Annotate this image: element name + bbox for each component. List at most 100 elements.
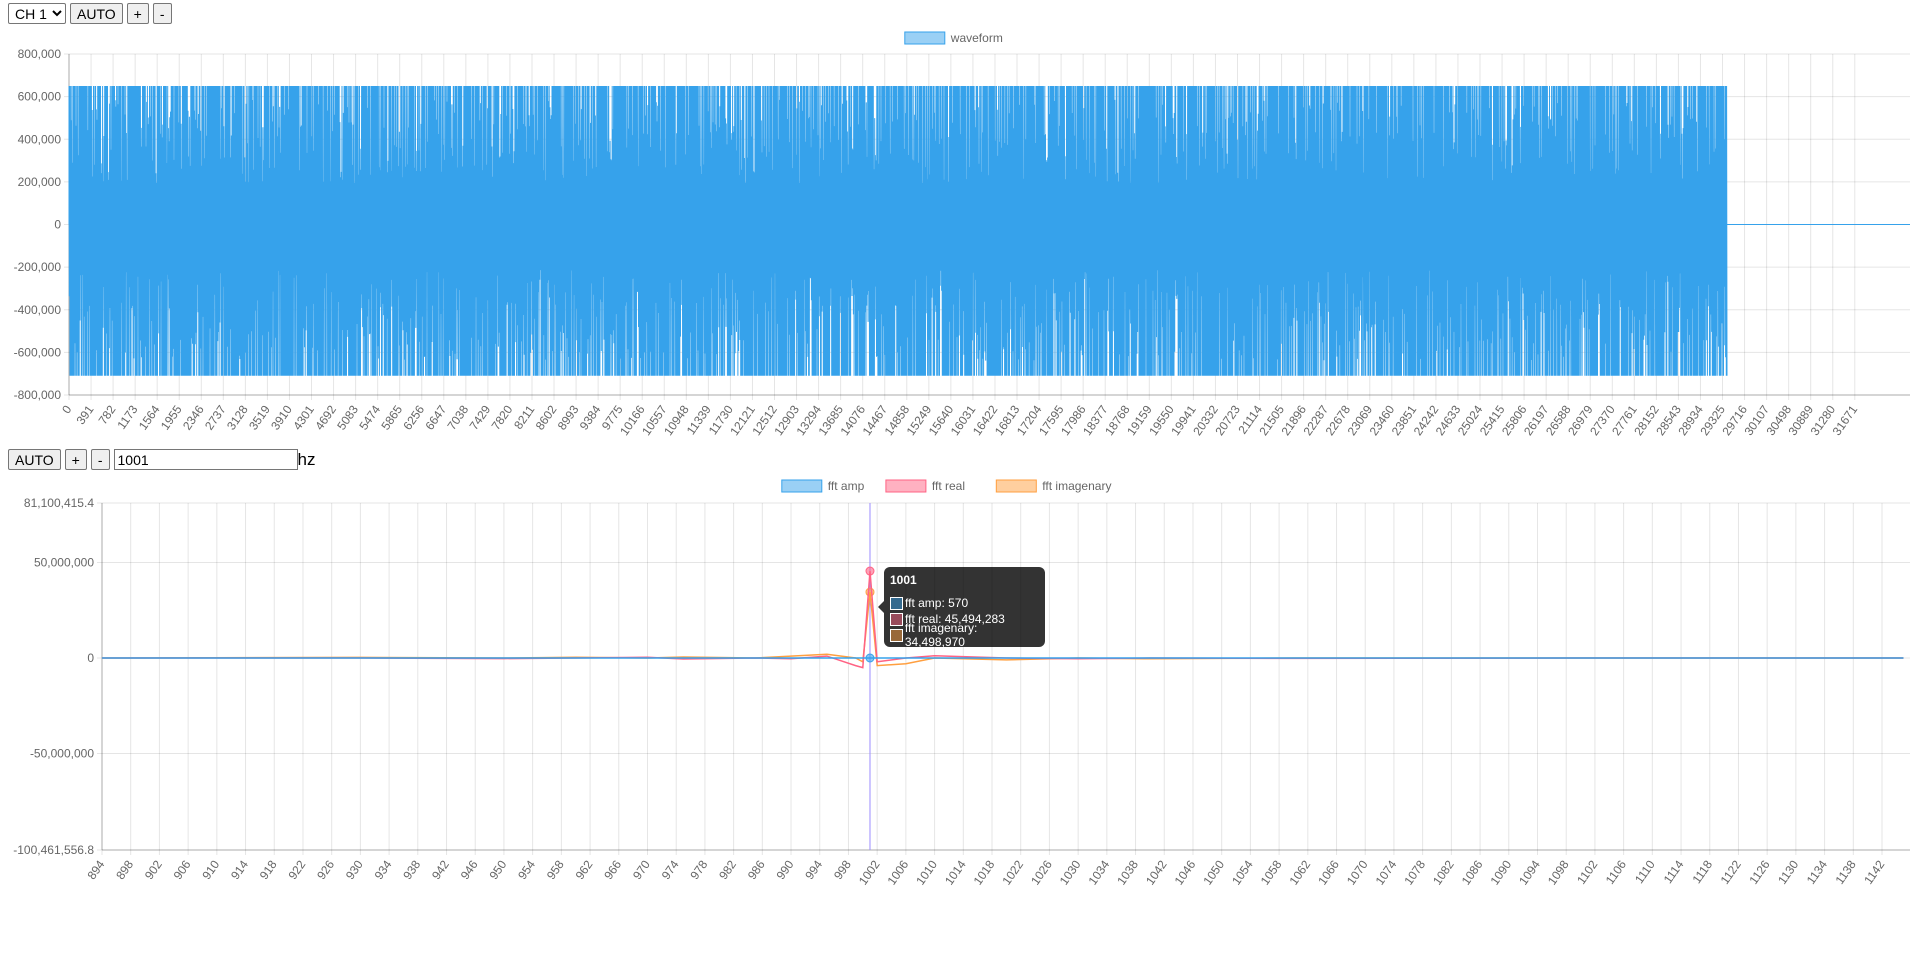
x-tick-label: 1030	[1057, 857, 1084, 887]
tooltip-caret	[878, 601, 884, 613]
auto-button[interactable]: AUTO	[70, 3, 123, 24]
y-tick-label: -800,000	[14, 388, 62, 402]
legend-swatch	[904, 31, 946, 45]
y-tick-label: 200,000	[18, 175, 62, 189]
x-tick-label: 954	[515, 857, 538, 882]
x-tick-label: 1018	[971, 857, 998, 887]
y-tick-label: -200,000	[14, 260, 62, 274]
x-tick-label: 7820	[489, 402, 516, 432]
frequency-input[interactable]	[113, 449, 298, 470]
x-tick-label: 1066	[1315, 857, 1342, 887]
y-tick-label: -100,461,556.8	[13, 843, 94, 857]
x-tick-label: 31671	[1830, 402, 1861, 438]
x-tick-label: 1126	[1746, 857, 1772, 886]
x-tick-label: 998	[831, 857, 854, 882]
fft-auto-button[interactable]: AUTO	[8, 449, 61, 470]
x-tick-label: 898	[113, 857, 136, 882]
y-tick-label: 600,000	[18, 90, 62, 104]
x-tick-label: 1002	[856, 857, 883, 887]
x-tick-label: 958	[544, 857, 567, 882]
fft-zoom-in-button[interactable]: +	[64, 449, 87, 470]
x-tick-label: 3519	[246, 402, 273, 432]
legend-label: waveform	[950, 31, 1003, 45]
x-tick-label: 1102	[1574, 857, 1600, 886]
x-tick-label: 994	[802, 857, 825, 882]
x-tick-label: 4692	[312, 402, 339, 432]
x-tick-label: 926	[314, 857, 337, 882]
x-tick-label: 8602	[533, 402, 560, 432]
x-tick-label: 1046	[1172, 857, 1199, 887]
x-tick-label: 1130	[1775, 857, 1801, 886]
channel-select[interactable]: CH 1	[8, 3, 66, 24]
legend-swatch	[885, 479, 927, 493]
x-tick-label: 910	[199, 857, 222, 882]
x-tick-label: 982	[716, 857, 739, 882]
x-tick-label: 9384	[577, 402, 604, 432]
x-tick-label: 966	[601, 857, 624, 882]
tooltip-row-amp: fft amp: 570	[890, 595, 1039, 611]
x-tick-label: 1118	[1689, 857, 1715, 886]
y-tick-label: 81,100,415.4	[24, 496, 94, 510]
legend-swatch	[995, 479, 1037, 493]
legend-label: fft amp	[828, 479, 865, 493]
x-tick-label: 1110	[1632, 857, 1658, 886]
tooltip-imag-text: fft imagenary: 34,498,970	[904, 621, 978, 649]
x-tick-label: 934	[372, 857, 395, 882]
x-tick-label: 1006	[885, 857, 912, 887]
tooltip-real-text: fft real: 45,494,283	[905, 612, 1005, 626]
frequency-unit-label: hz	[297, 449, 316, 469]
x-tick-label: 7429	[467, 402, 494, 432]
x-tick-label: 922	[285, 857, 308, 882]
x-tick-label: 1026	[1028, 857, 1055, 887]
amp-swatch-icon	[890, 596, 903, 610]
waveform-chart: 800,000 600,000 400,000 200,000 0 -200,000 -40…	[14, 31, 1910, 438]
zoom-in-button[interactable]: +	[126, 3, 149, 24]
x-tick-label: 1173	[114, 402, 140, 431]
x-tick-label: 914	[228, 857, 251, 882]
fft-tooltip: 1001 fft amp: 570 fft real: 45,494,283 f…	[884, 567, 1045, 649]
x-tick-label: 3910	[268, 402, 295, 432]
hover-point-fft-real	[865, 566, 875, 576]
x-tick-label: 1014	[942, 857, 969, 887]
x-tick-label: 894	[84, 857, 107, 882]
x-tick-label: 986	[745, 857, 768, 882]
fft-zoom-out-button[interactable]: -	[90, 449, 110, 470]
real-swatch-icon	[890, 612, 903, 626]
x-tick-label: 1106	[1603, 857, 1629, 886]
x-tick-label: 990	[774, 857, 797, 882]
x-tick-label: 1062	[1286, 857, 1313, 887]
x-tick-label: 1078	[1401, 857, 1428, 887]
y-tick-label: 800,000	[18, 47, 62, 61]
x-tick-label: 1010	[913, 857, 940, 887]
x-tick-label: 1564	[136, 402, 163, 432]
x-tick-label: 1098	[1545, 857, 1572, 887]
x-tick-label: 8993	[555, 402, 582, 432]
x-tick-label: 1122	[1718, 857, 1744, 886]
y-tick-label: 0	[87, 651, 94, 665]
tooltip-row-real: fft real: 45,494,283	[890, 611, 1039, 627]
x-tick-label: 942	[429, 857, 452, 882]
x-tick-label: 1074	[1373, 857, 1400, 887]
x-tick-label: 1086	[1459, 857, 1486, 887]
x-tick-label: 5474	[356, 402, 383, 432]
x-tick-label: 950	[486, 857, 509, 882]
legend-label: fft imagenary	[1042, 479, 1111, 493]
zoom-out-button[interactable]: -	[152, 3, 172, 24]
y-tick-label: -400,000	[14, 303, 62, 317]
x-tick-label: 1050	[1200, 857, 1227, 887]
tooltip-row-imag: fft imagenary: 34,498,970	[890, 621, 1039, 649]
fft-controls: AUTO + - hz	[8, 449, 315, 470]
imag-swatch-icon	[890, 628, 903, 642]
x-tick-label: 6647	[422, 402, 449, 432]
x-tick-label: 1094	[1516, 857, 1543, 887]
x-tick-label: 1082	[1430, 857, 1457, 887]
x-tick-label: 918	[257, 857, 280, 882]
legend-swatch	[781, 479, 823, 493]
x-tick-label: 1034	[1086, 857, 1113, 887]
waveform-line	[68, 85, 1910, 376]
x-tick-label: 4301	[290, 402, 317, 432]
hover-point-fft-amp	[865, 653, 875, 663]
y-tick-label: -600,000	[14, 345, 62, 359]
x-tick-label: 962	[573, 857, 596, 882]
x-tick-label: 1022	[999, 857, 1026, 887]
